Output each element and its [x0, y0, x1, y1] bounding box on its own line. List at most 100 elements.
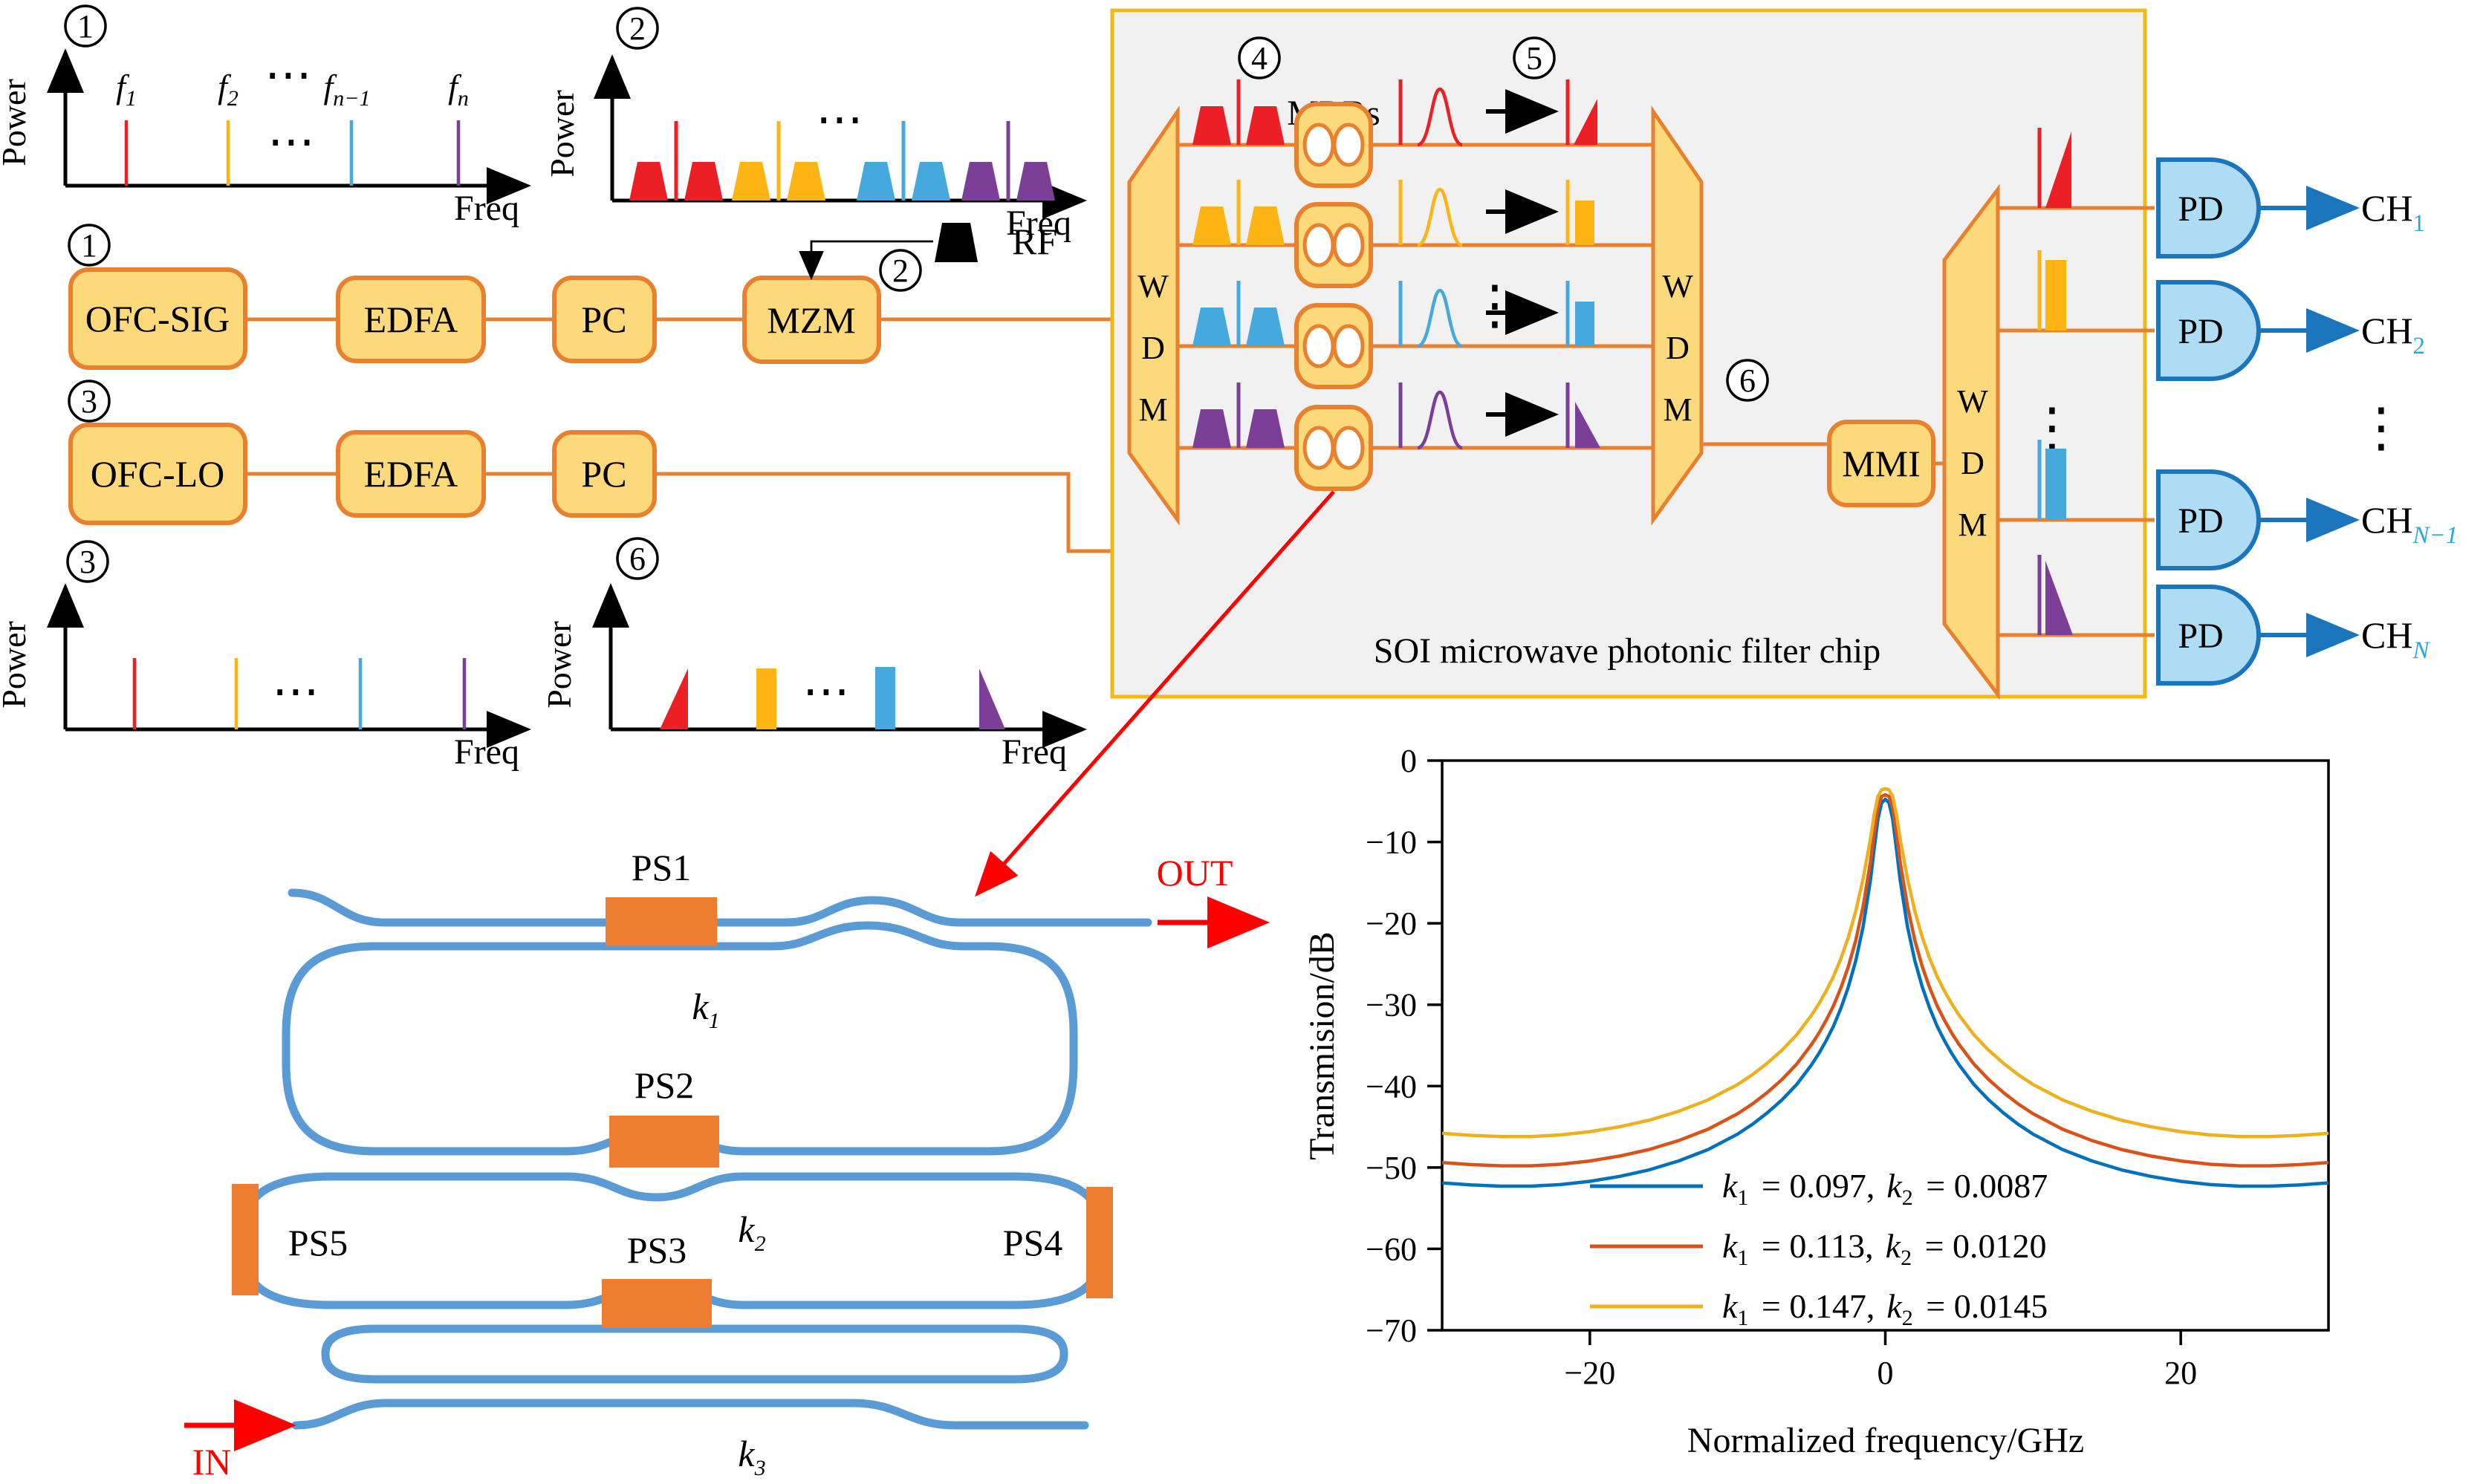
y-tick-label: −10	[1366, 824, 1417, 861]
wdm3-letter: W	[1957, 383, 1988, 420]
ps3-label: PS3	[627, 1229, 687, 1271]
pc-box	[552, 430, 657, 518]
chip-row-yellow	[1178, 180, 1653, 286]
mod-spectrum-purple	[961, 121, 1055, 201]
ellipsis: ⋯	[816, 92, 863, 147]
marker-6-icon	[1726, 359, 1769, 402]
soi-chip: SOI microwave photonic filter chip W D M…	[1110, 8, 2155, 700]
transmission-chart: 0 −10 −20 −30 −40 −50 −60 −70 −20 0 20 Transmisio…	[1302, 743, 2330, 1460]
spectrum-plot-1: 1 Power Freq f1 f2 fn−1 fn ⋯ ⋯	[0, 4, 531, 228]
mrr-icon	[1296, 407, 1371, 489]
mmi-label: MMI	[1842, 443, 1921, 484]
marker-1-label: 1	[77, 8, 94, 45]
chip-row-purple	[1178, 383, 1653, 489]
pd-label: PD	[2178, 501, 2223, 541]
output-ellipsis: ⋮	[2025, 396, 2079, 458]
ring-3-waveguide	[321, 1324, 1068, 1384]
curve-2	[1441, 793, 2329, 1168]
marker-6-label: 6	[629, 541, 646, 577]
ps5-heater	[232, 1184, 259, 1295]
pc-box	[552, 276, 657, 363]
x-axis-ticks: −20 0 20	[1564, 1330, 2197, 1391]
edfa-label: EDFA	[364, 453, 458, 495]
channel-label: CHN−1	[2361, 499, 2458, 549]
mrr-icon	[1296, 305, 1371, 387]
ps4-label: PS4	[1003, 1222, 1063, 1263]
chart-legend: k1 = 0.097, k2 = 0.0087 k1 = 0.113, k2 = 0…	[1590, 1167, 2048, 1330]
plot3-ylabel: Power	[0, 621, 33, 709]
spectrum-plot-6: 6 Power Freq ⋯	[540, 537, 1087, 772]
chip-title: SOI microwave photonic filter chip	[1374, 631, 1880, 671]
if-band-purple	[979, 668, 1005, 729]
ps1-heater	[606, 897, 717, 946]
marker-1-icon	[64, 4, 107, 48]
output-bus-waveguide	[288, 888, 1152, 927]
chart-curves	[1441, 787, 2329, 1188]
wdm1-letter: D	[1141, 330, 1165, 366]
pc-label: PC	[581, 453, 626, 495]
x-tick-label: 0	[1878, 1355, 1894, 1391]
comb-line-label: fn	[448, 68, 469, 111]
comb-line-label: f2	[218, 68, 238, 111]
spectrum-plot-3: 3 Power Freq ⋯	[0, 540, 531, 772]
mrr-zoom-arrow	[975, 490, 1335, 897]
if-band-yellow	[756, 668, 776, 729]
ps3-heater	[602, 1279, 712, 1328]
chip-row-blue	[1178, 281, 1653, 387]
ellipsis: ⋯	[264, 48, 312, 102]
ps1-label: PS1	[632, 847, 692, 888]
edfa-box	[336, 276, 486, 363]
mrr-icon	[1296, 104, 1371, 186]
ring-1-waveguide	[282, 921, 1078, 1156]
legend-entry-2: k1 = 0.113, k2 = 0.0120	[1722, 1227, 2047, 1270]
ofc-lo-box	[68, 423, 247, 525]
ofc-sig-label: OFC-SIG	[85, 298, 230, 339]
channel-label: CH2	[2361, 310, 2425, 359]
plot1-ylabel: Power	[0, 79, 33, 166]
y-tick-label: −20	[1366, 905, 1417, 942]
phase-shifters	[232, 897, 1113, 1328]
rows-ellipsis: ⋮	[1468, 273, 1522, 336]
rf-label: RF	[1012, 221, 1057, 262]
wdm-demux-1	[1127, 105, 1180, 526]
legend-entry-3: k1 = 0.147, k2 = 0.0145	[1722, 1287, 2048, 1330]
rf-source-icon	[935, 223, 978, 262]
marker-3-label: 3	[79, 544, 96, 580]
k2-label: k2	[738, 1208, 765, 1256]
edfa-label: EDFA	[364, 299, 458, 340]
in-label: IN	[192, 1441, 232, 1483]
plot1-xlabel: Freq	[454, 189, 519, 228]
plot6-xlabel: Freq	[1002, 732, 1067, 772]
if-band-blue	[875, 667, 895, 729]
marker-2-icon	[879, 249, 922, 292]
curve-1	[1441, 797, 2329, 1188]
mrr-icon	[1296, 204, 1371, 286]
marker-5-icon	[1513, 36, 1556, 79]
marker-4-label: 4	[1251, 40, 1268, 77]
comb-line-label: f1	[116, 68, 137, 111]
y-axis-ticks: 0 −10 −20 −30 −40 −50 −60 −70	[1366, 743, 1442, 1349]
ellipsis: ⋯	[802, 664, 850, 719]
k3-label: k3	[738, 1433, 765, 1480]
plot2-xlabel: Freq	[1006, 204, 1071, 243]
channel-ellipsis: ⋮	[2354, 396, 2408, 458]
wdm3-letter: D	[1961, 445, 1984, 481]
marker-1-label: 1	[81, 227, 97, 264]
wdm-demux-3	[1942, 183, 2000, 700]
marker-6-label: 6	[1739, 362, 1756, 399]
y-tick-label: −70	[1366, 1312, 1417, 1349]
ps2-heater	[609, 1116, 719, 1168]
ring-labels: PS1 PS2 PS3 PS4 PS5 k1 k2 k3 OUT IN	[184, 847, 1270, 1483]
marker-5-label: 5	[1526, 40, 1542, 77]
marker-3-label: 3	[81, 383, 97, 420]
ring-resonator-schematic	[241, 888, 1152, 1430]
ps5-label: PS5	[288, 1222, 348, 1263]
if-band-red	[660, 668, 688, 729]
wdm2-letter: D	[1666, 330, 1690, 366]
wdm2-letter: W	[1662, 268, 1693, 305]
y-tick-label: −60	[1366, 1231, 1417, 1267]
k1-label: k1	[692, 986, 719, 1033]
spectrum-plot-2: 2 Power Freq ⋯	[543, 7, 1087, 243]
ofc-sig-box	[68, 267, 247, 370]
